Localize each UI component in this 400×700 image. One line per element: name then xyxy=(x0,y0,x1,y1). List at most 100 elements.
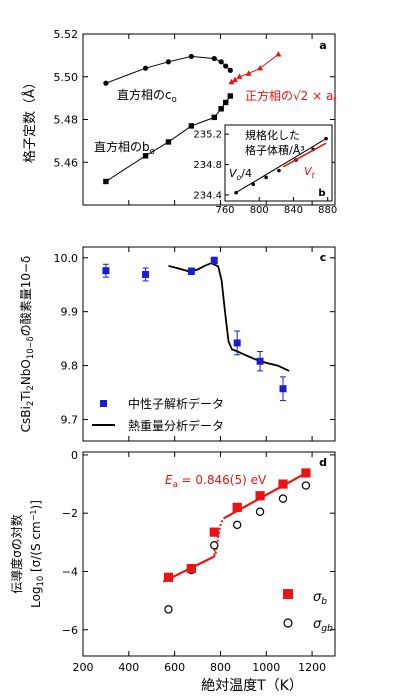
panel-a-data-point-1 xyxy=(103,178,109,185)
panel-d-xtick-label: 1000 xyxy=(252,661,280,674)
inset-b-xtick-label: 840 xyxy=(284,205,303,216)
label-vo-subscript: o xyxy=(237,173,242,182)
panel-a-y-axis-label: 格子定数（Å） xyxy=(22,76,38,163)
panel-a-data-point-2 xyxy=(245,70,252,76)
panel-c-tga-line xyxy=(168,262,290,372)
panel-a-data-point-2 xyxy=(228,78,235,85)
legend-d-sb-symbol: σ xyxy=(313,590,322,605)
panel-a-data-point-2 xyxy=(231,76,238,83)
panel-d-frame xyxy=(82,451,336,657)
panel-d-sigma-b-point xyxy=(186,563,196,574)
panel-a-data-point-2 xyxy=(257,64,264,71)
panel-a-data-point-0 xyxy=(103,80,109,86)
label-bo-text: 直方相のb xyxy=(94,139,150,154)
panel-a-data-point-1 xyxy=(211,114,217,121)
ylabel-c-sub-2b: 2 xyxy=(25,385,35,390)
panel-a-data-point-0 xyxy=(223,63,229,69)
inset-b-letter: b xyxy=(318,188,325,199)
panel-a-data-point-2 xyxy=(236,73,243,79)
panel-d-ytick-label: −6 xyxy=(62,624,78,637)
panel-d-fit-transition xyxy=(212,516,226,558)
ylabel-d-sup: −1 xyxy=(29,509,38,521)
ylabel-d-sub-10: 10 xyxy=(35,576,45,587)
ylabel-c-formula-3: NbO xyxy=(19,359,33,385)
panel-d-xtick-label: 200 xyxy=(73,661,94,674)
panel-c-neutron-point xyxy=(279,385,287,393)
panel-d-ea-annotation: Ea = 0.846(5) eV xyxy=(165,473,267,489)
legend-d-sigma-b-label: σb xyxy=(313,590,327,607)
panel-c-ytick-label: 9.9 xyxy=(61,306,79,319)
ylabel-d-unit: [σ/(S cm xyxy=(29,521,43,576)
ylabel-c-formula-1: CsBi xyxy=(19,406,33,432)
inset-b-ytick-label: 234.8 xyxy=(193,160,222,171)
inset-b-label-vo: Vo/4 xyxy=(229,167,252,182)
ylabel-c-sub-2: 2 xyxy=(25,401,35,406)
panel-a-data-point-0 xyxy=(211,55,217,62)
panel-d-sigma-b-point xyxy=(255,491,265,501)
inset-b-ytick-label: 235.2 xyxy=(193,130,222,141)
panel-a-letter: a xyxy=(319,39,326,52)
panel-d-y-axis-label-line1: 伝導度σの対数 xyxy=(9,514,24,594)
label-at-subscript: t xyxy=(333,95,337,105)
label-vo-suffix: /4 xyxy=(241,167,252,180)
panel-d-sigma-gb-point xyxy=(164,605,173,614)
panel-d-sigma-b-point xyxy=(209,527,219,537)
legend-c-neutron-marker xyxy=(100,400,107,407)
label-co-subscript: o xyxy=(172,94,177,104)
panel-a-data-point-0 xyxy=(165,59,172,65)
panel-d-ytick-label: −2 xyxy=(62,507,78,520)
panel-a-data-point-0 xyxy=(227,67,233,73)
legend-d-sigma-b-marker xyxy=(283,589,293,599)
legend-c-tga-label: 熱重量分析データ xyxy=(128,418,224,433)
ylabel-c-formula-4: の酸素量10−δ xyxy=(18,256,33,337)
panel-a-data-point-2 xyxy=(275,51,282,57)
panel-a-data-point-1 xyxy=(165,139,172,145)
inset-b-xtick-label: 760 xyxy=(215,205,234,216)
panel-d-conductivity: −6 −4 −2 0 200 400 600 800 1000 1200 d 伝導度σの対数 Log10… xyxy=(9,449,336,674)
panel-a-data-point-1 xyxy=(188,123,195,129)
inset-b-ytick-label: 234.4 xyxy=(193,190,222,201)
panel-a-data-point-1 xyxy=(223,99,229,106)
ea-subscript: a xyxy=(173,479,178,489)
panel-a-ytick-label: 5.52 xyxy=(54,28,79,41)
panel-d-xtick-label: 400 xyxy=(118,661,139,674)
panel-a-ytick-label: 5.50 xyxy=(54,71,79,84)
label-bo-subscript: o xyxy=(150,146,155,156)
panel-c-neutron-point xyxy=(142,270,150,278)
panel-d-sigma-b-point xyxy=(232,502,242,512)
panel-a-label-bo: 直方相のbo xyxy=(94,139,155,156)
panel-a-data-point-1 xyxy=(218,106,224,112)
panel-a-data-point-0 xyxy=(142,65,149,71)
inset-b-xtick-label: 880 xyxy=(318,205,337,216)
panel-a-data-point-0 xyxy=(218,59,224,65)
ylabel-d-log: Log xyxy=(29,586,43,607)
panel-d-sigma-gb-point xyxy=(210,541,219,550)
panel-a-data-point-1 xyxy=(142,153,149,159)
legend-d-sigma-gb-marker xyxy=(283,618,293,628)
ylabel-c-formula-2: Ti xyxy=(19,391,33,402)
ea-symbol: E xyxy=(165,473,173,487)
panel-c-neutron-point xyxy=(102,267,110,275)
label-vt-text: V xyxy=(304,165,313,178)
panel-a-ytick-label: 5.46 xyxy=(54,156,79,169)
panel-d-ytick-label: −4 xyxy=(62,565,78,578)
inset-b-data-point xyxy=(234,190,238,195)
panel-d-xtick-label: 800 xyxy=(210,661,231,674)
panel-c-neutron-point xyxy=(210,256,218,264)
panel-a-ytick-label: 5.48 xyxy=(54,114,79,127)
panel-d-y-axis-label-line2: Log10 [σ/(S cm−1)] xyxy=(29,500,45,608)
panel-c-ytick-label: 9.7 xyxy=(61,413,79,426)
panel-d-sigma-b-point xyxy=(278,479,288,489)
inset-b-data-point xyxy=(264,175,268,180)
ylabel-c-sub-10d: 10−δ xyxy=(25,336,35,359)
label-at-text: 正方相の√2 × a xyxy=(245,88,333,103)
panel-d-sigma-gb-point xyxy=(278,494,288,503)
inset-b-fit-line-1 xyxy=(282,142,327,168)
panel-d-sigma-gb-point xyxy=(301,481,311,490)
ea-value: = 0.846(5) eV xyxy=(178,473,267,487)
panel-a-label-at: 正方相の√2 × at xyxy=(245,88,337,105)
x-axis-label: 絶対温度T（K） xyxy=(201,678,303,694)
panel-c-frame xyxy=(82,246,336,442)
